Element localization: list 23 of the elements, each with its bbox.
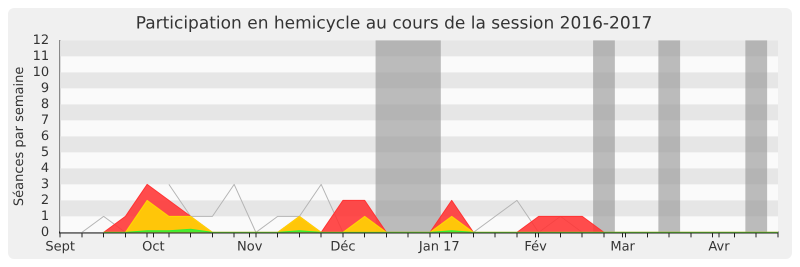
y-tick-label: 2 [40,192,50,208]
y-tick-label: 1 [40,208,50,224]
y-tick-label: 11 [32,48,50,64]
y-tick-label: 4 [40,160,50,176]
x-tick-label: Sept [45,240,75,255]
x-tick-label: Fév [524,240,548,255]
y-tick-label: 3 [40,176,50,192]
x-tick-label: Mar [610,240,636,255]
x-tick-label: Oct [142,240,165,255]
y-tick-label: 7 [40,112,50,128]
y-tick-label: 9 [40,80,50,96]
chart-title: Participation en hemicycle au cours de la session 2016-2017 [136,14,652,34]
x-tick-label: Jan 17 [418,240,460,255]
y-tick-label: 0 [40,224,50,240]
y-tick-label: 8 [40,96,50,112]
y-tick-label: 12 [32,32,50,48]
y-tick-label: 6 [40,128,50,144]
y-tick-label: 10 [32,64,50,80]
x-tick-label: Nov [237,240,263,255]
x-tick-label: Avr [708,240,730,255]
y-tick-label: 5 [40,144,50,160]
x-tick-label: Déc [330,240,356,255]
y-axis-title: Séances par semaine [12,66,28,206]
